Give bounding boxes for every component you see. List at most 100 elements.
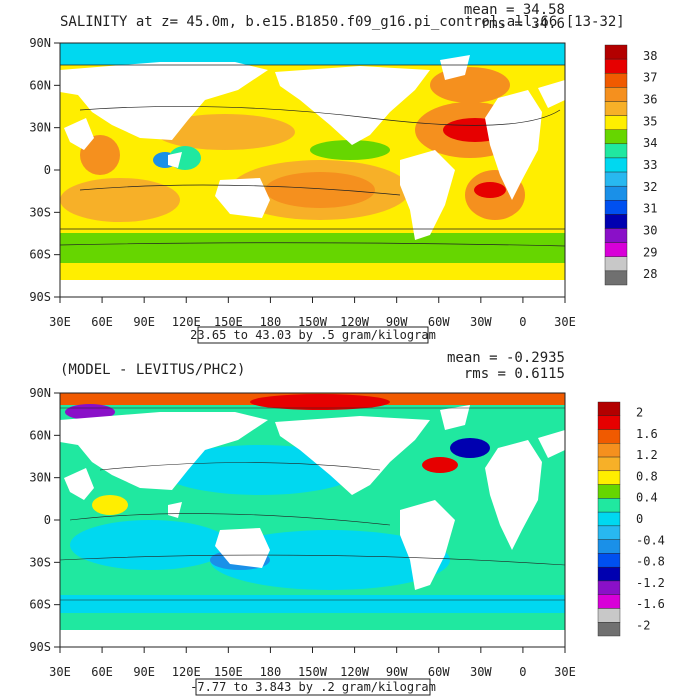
y-tick-label: 30N <box>29 121 51 135</box>
colorbar-swatch <box>597 511 621 527</box>
colorbar-label: 1.6 <box>636 427 658 441</box>
colorbar-label: 0.4 <box>636 491 658 505</box>
colorbar-swatch <box>597 539 621 554</box>
panel2-rms: rms = 0.6115 <box>464 366 565 382</box>
colorbar-swatch <box>604 200 628 215</box>
colorbar-label: -1.6 <box>636 597 665 611</box>
panel2-title: (MODEL - LEVITUS/PHC2) <box>60 362 245 378</box>
colorbar-swatch <box>604 115 628 130</box>
panel-salinity: SALINITY at z= 45.0m, b.e15.B1850.f09_g1… <box>29 2 657 344</box>
colorbar-label: 1.2 <box>636 448 658 462</box>
panel1-mean: mean = 34.58 <box>464 2 565 18</box>
colorbar-label: 31 <box>643 202 657 216</box>
arabian-sea-anomaly <box>92 495 128 515</box>
colorbar-swatch <box>597 484 621 499</box>
colorbar-swatch <box>597 622 621 637</box>
colorbar-swatch <box>604 228 628 243</box>
y-tick-label: 30S <box>29 205 51 219</box>
southern-ocean-band <box>60 229 565 263</box>
arctic-anomaly-core <box>250 394 390 410</box>
y-tick-label: 90N <box>29 386 51 400</box>
colorbar-label: 28 <box>643 267 657 281</box>
panel2-x-axis: 30E 60E 90E 120E 150E 180 150W 120W 90W 60W 30W 0 30… <box>49 647 576 679</box>
arctic-ocean <box>60 43 565 65</box>
panel1-range-label: 23.65 to 43.03 by .5 gram/kilogram <box>190 328 436 342</box>
s-pacific-anomaly <box>210 530 450 590</box>
gulf-stream-anomaly <box>422 457 458 473</box>
continents <box>60 55 565 297</box>
x-tick-label: 90E <box>133 315 155 329</box>
s-indian-anomaly <box>70 520 230 570</box>
y-tick-label: 60S <box>29 598 51 612</box>
colorbar-label: -2 <box>636 618 650 632</box>
s-atlantic-core <box>474 182 506 198</box>
colorbar-label: 34 <box>643 136 657 150</box>
x-tick-label: 90W <box>386 665 408 679</box>
x-tick-label: 150W <box>298 315 328 329</box>
panel1-colorbar: 38 37 36 35 34 33 32 31 30 29 28 <box>604 44 657 286</box>
s-pacific-core <box>265 172 375 208</box>
x-tick-label: 150W <box>298 665 328 679</box>
y-tick-label: 30N <box>29 471 51 485</box>
x-tick-label: 30E <box>554 665 576 679</box>
panel2-map <box>60 393 565 647</box>
x-tick-label: 180 <box>260 315 282 329</box>
x-tick-label: 150E <box>214 315 243 329</box>
colorbar-swatch <box>604 87 628 102</box>
colorbar-swatch <box>597 401 621 416</box>
x-tick-label: 60E <box>91 315 113 329</box>
colorbar-label: 33 <box>643 158 657 172</box>
x-tick-label: 30E <box>554 315 576 329</box>
continents <box>60 405 565 647</box>
colorbar-swatch <box>604 101 628 116</box>
panel2-y-axis: 90N 60N 30N 0 30S 60S 90S <box>29 386 60 654</box>
panel1-rms: rms = 34.6 <box>481 16 565 32</box>
colorbar-label: -0.8 <box>636 555 665 569</box>
x-tick-label: 0 <box>519 665 526 679</box>
x-tick-label: 30E <box>49 315 71 329</box>
colorbar-swatch <box>604 143 628 159</box>
labrador-minimum <box>450 438 490 458</box>
panel1-title: SALINITY at z= 45.0m, b.e15.B1850.f09_g1… <box>60 14 625 30</box>
s-indian-gyre <box>60 178 180 222</box>
x-tick-label: 30W <box>470 665 492 679</box>
x-tick-label: 120W <box>340 665 370 679</box>
colorbar-swatch <box>604 73 628 88</box>
colorbar-swatch <box>597 498 621 513</box>
colorbar-swatch <box>597 580 621 595</box>
y-tick-label: 90S <box>29 640 51 654</box>
colorbar-swatch <box>604 214 628 229</box>
panel1-range-box <box>197 326 429 344</box>
x-tick-label: 120E <box>172 665 201 679</box>
colorbar-label: 36 <box>643 93 657 107</box>
colorbar-label: 29 <box>643 245 657 259</box>
colorbar-swatch <box>597 415 621 430</box>
panel2-range-label: -7.77 to 3.843 by .2 gram/kilogram <box>190 680 436 694</box>
x-tick-label: 150E <box>214 665 243 679</box>
colorbar-swatch <box>597 443 621 458</box>
colorbar-swatch <box>604 242 628 257</box>
colorbar-swatch <box>597 470 621 485</box>
colorbar-swatch <box>597 525 621 540</box>
y-tick-label: 90N <box>29 36 51 50</box>
panel1-y-axis: 90N 60N 30N 0 30S 60S 90S <box>29 36 60 304</box>
panel1-map <box>60 43 565 297</box>
panel2-colorbar: 2 1.6 1.2 0.8 0.4 0 -0.4 -0.8 -1.2 -1.6 -2 <box>597 401 665 637</box>
panel2-mean: mean = -0.2935 <box>447 350 565 366</box>
colorbar-label: 30 <box>643 223 657 237</box>
x-tick-label: 0 <box>519 315 526 329</box>
y-tick-label: 90S <box>29 290 51 304</box>
arabian-sea <box>80 135 120 175</box>
colorbar-swatch <box>597 566 621 582</box>
y-tick-label: 60N <box>29 78 51 92</box>
colorbar-label: 2 <box>636 406 643 420</box>
colorbar-label: -1.2 <box>636 576 665 590</box>
x-tick-label: 30E <box>49 665 71 679</box>
contour-lines <box>60 407 565 601</box>
x-tick-label: 90E <box>133 665 155 679</box>
colorbar-swatch <box>597 594 621 609</box>
x-tick-label: 60E <box>91 665 113 679</box>
x-tick-label: 120W <box>340 315 370 329</box>
itcz-band <box>310 140 390 160</box>
